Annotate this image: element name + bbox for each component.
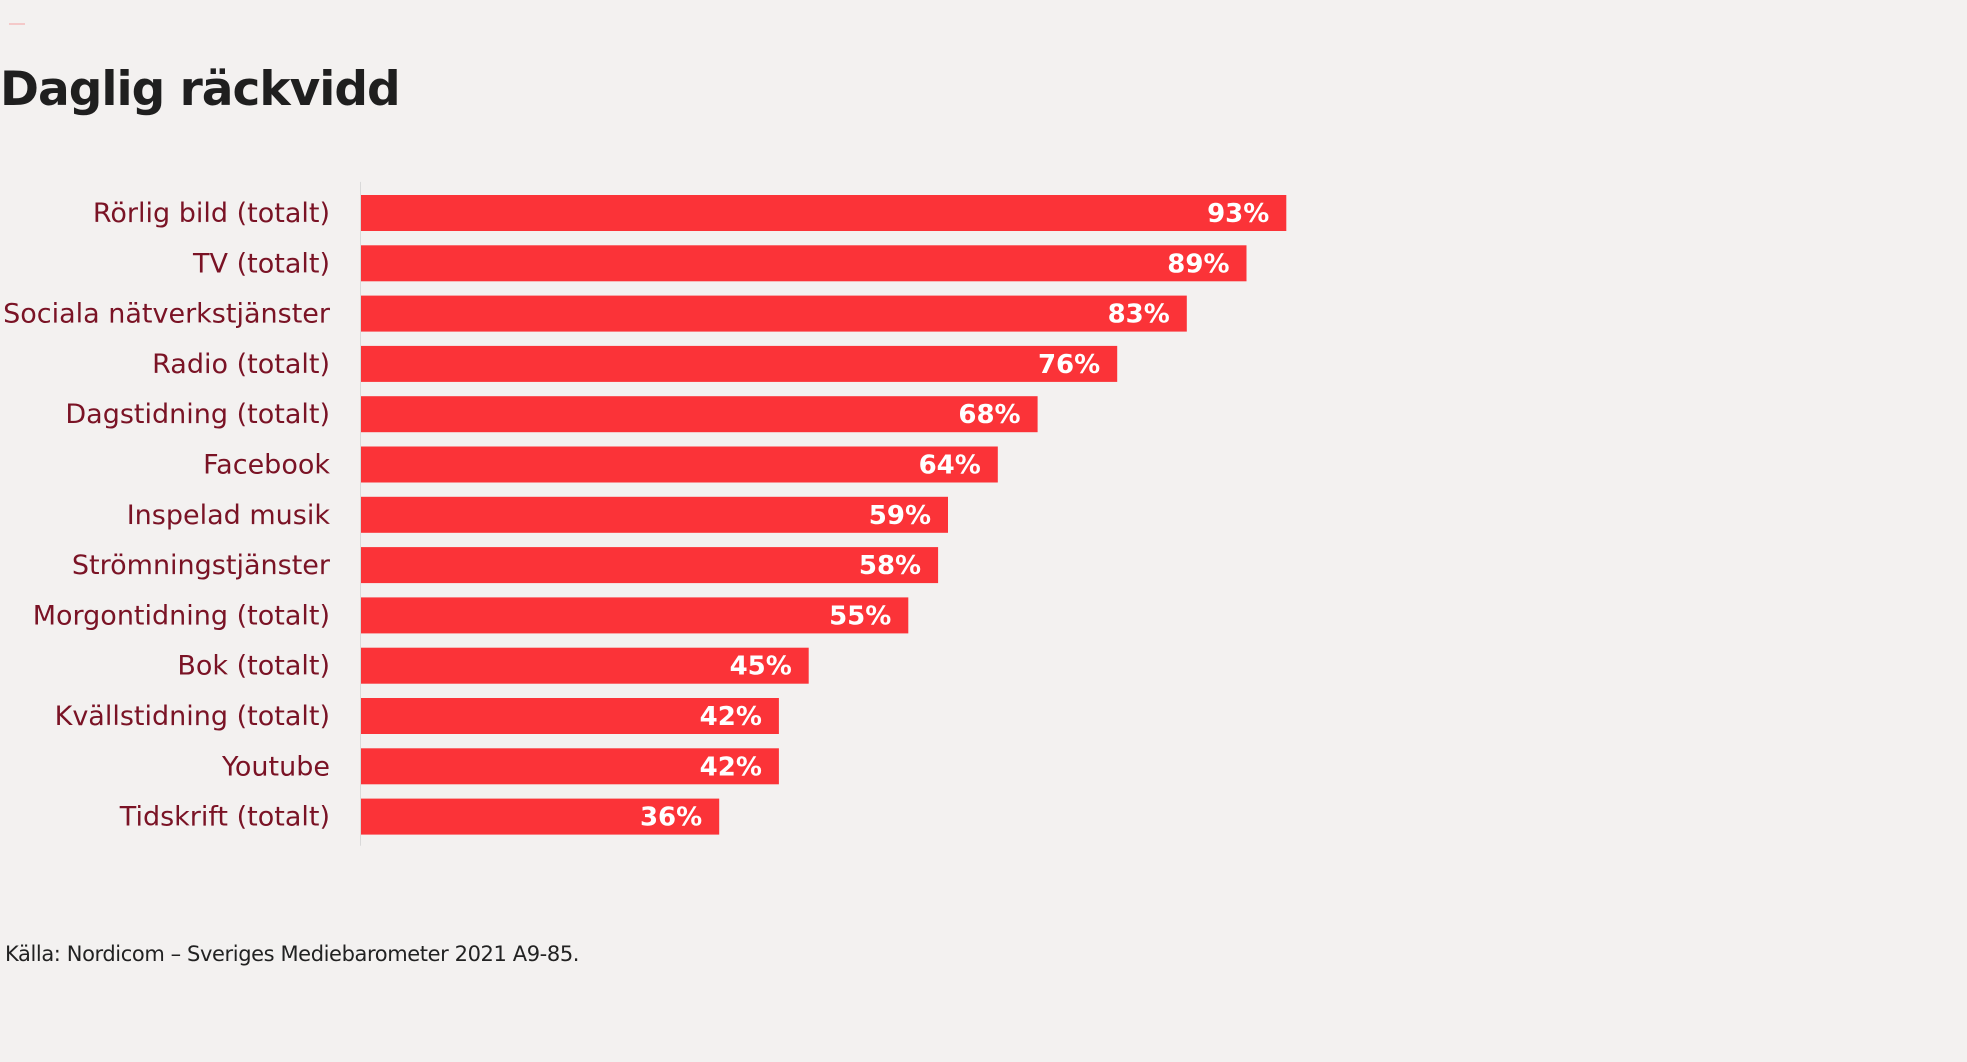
- value-label: 89%: [1167, 249, 1229, 279]
- bar: [361, 396, 1038, 433]
- bar: [361, 345, 1118, 382]
- value-label: 76%: [1038, 350, 1100, 380]
- category-label: Bok (totalt): [177, 651, 330, 682]
- bar: [361, 295, 1187, 332]
- category-label: Radio (totalt): [152, 349, 330, 380]
- category-label: Inspelad musik: [127, 500, 331, 531]
- value-label: 64%: [919, 451, 981, 481]
- bar: [361, 748, 779, 785]
- chart-title: Daglig räckvidd: [0, 62, 401, 117]
- category-label: Rörlig bild (totalt): [93, 198, 330, 229]
- category-label: Kvällstidning (totalt): [55, 701, 330, 732]
- value-label: 93%: [1207, 199, 1269, 229]
- category-label: Dagstidning (totalt): [65, 399, 330, 430]
- value-label: 59%: [869, 501, 931, 531]
- bar: [361, 647, 809, 684]
- value-label: 45%: [730, 652, 792, 682]
- bar: [361, 547, 939, 584]
- value-label: 42%: [700, 752, 762, 782]
- value-label: 55%: [829, 601, 891, 631]
- value-label: 36%: [640, 803, 702, 833]
- category-label: Morgontidning (totalt): [33, 600, 330, 631]
- bar-chart: Rörlig bild (totalt) 93% TV (totalt) 89% Soc…: [3, 181, 1287, 846]
- bar: [361, 496, 948, 533]
- category-label: Tidskrift (totalt): [119, 802, 330, 833]
- bar: [361, 597, 909, 634]
- decorative-mark: [9, 23, 25, 25]
- category-label: Sociala nätverkstjänster: [3, 299, 331, 330]
- category-label: Facebook: [203, 450, 330, 481]
- category-label: Strömningstjänster: [72, 550, 331, 581]
- bar: [361, 698, 779, 734]
- bar: [361, 798, 720, 835]
- category-label: Youtube: [221, 751, 330, 782]
- bar: [361, 245, 1247, 282]
- value-label: 68%: [958, 400, 1020, 430]
- value-label: 58%: [859, 551, 921, 581]
- value-label: 83%: [1108, 300, 1170, 330]
- source-note: Källa: Nordicom – Sveriges Mediebaromete…: [5, 942, 580, 966]
- value-label: 42%: [700, 702, 762, 732]
- bar: [361, 195, 1287, 231]
- category-label: TV (totalt): [192, 248, 330, 279]
- bar: [361, 446, 998, 483]
